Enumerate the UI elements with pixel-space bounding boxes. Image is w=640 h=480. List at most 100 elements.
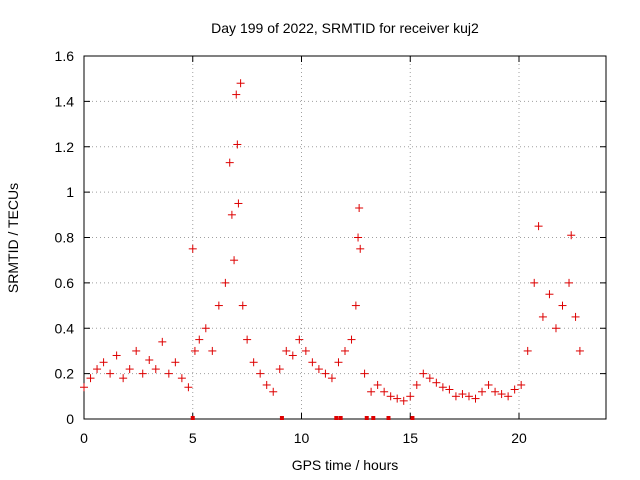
data-point (530, 278, 539, 287)
data-point (177, 374, 186, 383)
data-point (151, 365, 160, 374)
baseline-marker (338, 416, 343, 420)
data-point (334, 358, 343, 367)
data-point (80, 383, 88, 392)
baseline-marker (364, 416, 369, 420)
data-point (438, 383, 447, 392)
y-tick-label: 0.4 (55, 320, 75, 336)
data-point (464, 392, 473, 401)
data-point (341, 346, 349, 355)
data-point (406, 392, 415, 401)
data-point (227, 210, 236, 219)
data-point (327, 374, 336, 383)
data-point (458, 390, 467, 399)
data-point (497, 390, 506, 399)
data-point (158, 337, 167, 346)
data-point (551, 324, 560, 333)
data-point (221, 278, 230, 287)
baseline-marker (190, 416, 195, 420)
data-point (399, 396, 408, 405)
data-point (355, 204, 364, 213)
data-point (393, 394, 402, 403)
data-point (386, 392, 395, 401)
y-tick-label: 1.6 (55, 48, 75, 64)
data-point (380, 387, 389, 396)
data-point (367, 387, 376, 396)
data-point (208, 346, 217, 355)
data-point (282, 346, 291, 355)
y-tick-label: 1.2 (55, 139, 75, 155)
data-point (356, 244, 365, 253)
data-point (478, 387, 487, 396)
data-point (106, 369, 115, 378)
data-point (112, 351, 121, 360)
data-point (232, 90, 241, 99)
data-point (275, 365, 284, 374)
data-point (412, 380, 421, 389)
data-point (432, 378, 441, 387)
data-points (80, 79, 584, 405)
chart-title: Day 199 of 2022, SRMTID for receiver kuj… (211, 20, 479, 36)
data-point (571, 312, 580, 321)
data-point (545, 290, 554, 299)
baseline-marker (371, 416, 376, 420)
data-point (575, 346, 584, 355)
baseline-marker (386, 416, 391, 420)
data-point (288, 351, 297, 360)
y-tick-label: 0 (66, 411, 74, 427)
data-point (517, 380, 526, 389)
data-point (188, 244, 197, 253)
data-point (445, 385, 454, 394)
data-point (360, 369, 369, 378)
baseline-marker (410, 416, 415, 420)
data-point (523, 346, 532, 355)
y-tick-label: 0.2 (55, 366, 75, 382)
x-tick-label: 0 (80, 430, 88, 446)
data-point (534, 222, 543, 231)
data-point (491, 387, 500, 396)
data-point (230, 256, 239, 265)
data-point (565, 278, 574, 287)
data-point (214, 301, 223, 310)
data-point (567, 231, 576, 240)
y-tick-label: 1.4 (55, 93, 75, 109)
y-tick-label: 0.6 (55, 275, 75, 291)
data-point (314, 365, 323, 374)
data-point (119, 374, 128, 383)
data-point (164, 369, 173, 378)
data-point (233, 140, 242, 149)
data-point (451, 392, 460, 401)
data-point (171, 358, 180, 367)
grid (84, 56, 606, 419)
baseline-marker (279, 416, 284, 420)
baseline-markers (190, 416, 415, 420)
data-point (347, 335, 356, 344)
data-point (256, 369, 265, 378)
x-axis-label: GPS time / hours (292, 457, 399, 473)
data-point (243, 335, 252, 344)
data-point (249, 358, 258, 367)
data-point (236, 79, 245, 88)
x-tick-label: 10 (294, 430, 310, 446)
data-point (190, 346, 199, 355)
data-point (138, 369, 147, 378)
data-point (510, 385, 519, 394)
data-point (321, 369, 330, 378)
baseline-marker (334, 416, 339, 420)
data-point (86, 374, 95, 383)
x-tick-label: 20 (511, 430, 527, 446)
data-point (308, 358, 317, 367)
data-point (354, 233, 363, 242)
data-point (201, 324, 210, 333)
data-point (132, 346, 141, 355)
data-point (538, 312, 547, 321)
data-point (419, 369, 428, 378)
data-point (262, 380, 271, 389)
data-point (125, 365, 134, 374)
data-point (558, 301, 567, 310)
data-point (145, 356, 154, 365)
data-point (471, 394, 480, 403)
data-point (295, 335, 304, 344)
x-tick-label: 15 (402, 430, 418, 446)
